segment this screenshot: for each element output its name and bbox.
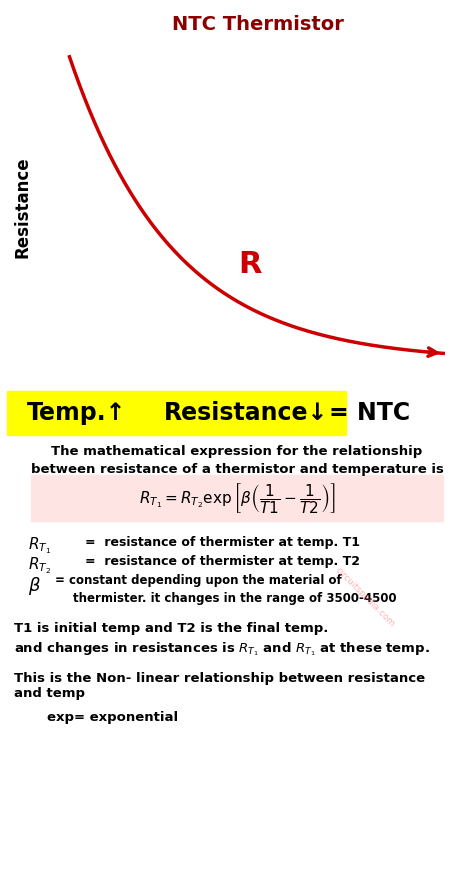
Text: $\beta$: $\beta$ — [28, 575, 41, 597]
Text: The mathematical expression for the relationship: The mathematical expression for the rela… — [51, 445, 423, 458]
Text: Resistance↓: Resistance↓ — [164, 401, 328, 425]
Text: =  resistance of thermister at temp. T2: = resistance of thermister at temp. T2 — [85, 556, 360, 568]
FancyBboxPatch shape — [31, 475, 443, 521]
Text: exp= exponential: exp= exponential — [47, 711, 179, 724]
Text: $R_{T_1}$: $R_{T_1}$ — [28, 536, 52, 557]
Text: Temp.↑: Temp.↑ — [27, 401, 127, 425]
Text: $R_{T_1} = R_{T_2}\exp\left[\beta\left(\dfrac{1}{T1} - \dfrac{1}{T2}\right)\righ: $R_{T_1} = R_{T_2}\exp\left[\beta\left(\… — [139, 482, 335, 515]
Text: R: R — [238, 250, 262, 279]
Text: This is the Non- linear relationship between resistance
and temp: This is the Non- linear relationship bet… — [14, 671, 425, 699]
Text: thermister. it changes in the range of 3500-4500: thermister. it changes in the range of 3… — [73, 592, 397, 605]
Text: between resistance of a thermistor and temperature is: between resistance of a thermistor and t… — [30, 462, 444, 475]
FancyBboxPatch shape — [7, 391, 147, 434]
Text: = constant depending upon the material of: = constant depending upon the material o… — [55, 574, 341, 587]
FancyBboxPatch shape — [147, 391, 346, 434]
Text: = NTC: = NTC — [329, 401, 410, 425]
Text: =  resistance of thermister at temp. T1: = resistance of thermister at temp. T1 — [85, 536, 360, 549]
Text: Temperature: Temperature — [199, 398, 318, 416]
Text: and changes in resistances is $R_{T_1}$ and $R_{T_1}$ at these temp.: and changes in resistances is $R_{T_1}$ … — [14, 641, 430, 658]
Title: NTC Thermistor: NTC Thermistor — [173, 15, 344, 34]
Text: $R_{T_2}$: $R_{T_2}$ — [28, 556, 52, 576]
Text: Resistance: Resistance — [13, 156, 31, 259]
Text: T1 is initial temp and T2 is the final temp.: T1 is initial temp and T2 is the final t… — [14, 622, 328, 635]
Text: circuitspedia.com: circuitspedia.com — [334, 566, 396, 629]
